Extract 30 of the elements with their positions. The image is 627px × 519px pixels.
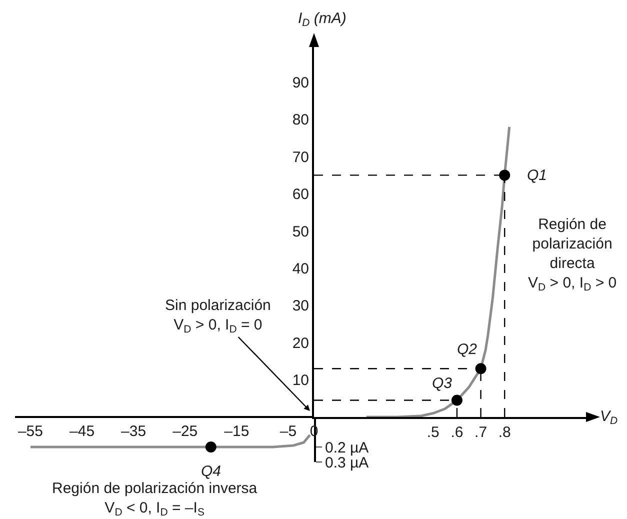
y-tick-label: 10 xyxy=(292,372,309,390)
annotation: Q3 xyxy=(432,375,453,392)
x-tick-label: .6 xyxy=(450,424,464,441)
y-tick-label: 40 xyxy=(292,260,309,278)
y-tick-label: 20 xyxy=(292,334,309,352)
text: Región de polarización inversa V$_{D}$ < 0, I$_{D}$ = –I$_{S}$ xyxy=(52,480,258,519)
y-tick-label: 0.2 µA xyxy=(325,439,369,456)
x-tick-label: –35 xyxy=(121,423,146,440)
annotation: Región de polarización directa V$_{D}$ > 0, I$_{D}$ > 0 xyxy=(528,216,617,294)
x-tick-label: –5 xyxy=(280,423,297,440)
x-tick-label: –15 xyxy=(224,423,250,440)
x-axis-title: V$_{D}$ xyxy=(600,408,618,428)
y-tick-label: 50 xyxy=(292,223,309,240)
text: Sin polarización V$_{D}$ > 0, I$_{D}$ = 0 xyxy=(165,297,271,336)
x-tick-label: –55 xyxy=(18,423,43,440)
x-tick-label: –45 xyxy=(70,423,95,440)
annotation: Q1 xyxy=(527,167,548,184)
x-tick-label: .7 xyxy=(474,424,488,441)
annotation: Q2 xyxy=(457,341,478,358)
x-tick-label: .5 xyxy=(426,424,440,441)
y-tick-label: 30 xyxy=(292,298,309,315)
y-tick-label: 0.3 µA xyxy=(325,454,369,472)
y-axis-title: I$_{D}$ (mA) xyxy=(298,10,346,30)
x-tick-label: .8 xyxy=(498,424,511,441)
x-tick-label: –25 xyxy=(172,423,198,440)
y-tick-label: 80 xyxy=(292,112,309,129)
y-tick-label: 70 xyxy=(292,148,309,166)
y-tick-label: 90 xyxy=(292,74,309,92)
annotation: Q4 xyxy=(201,463,222,480)
y-tick-label: 60 xyxy=(292,186,309,204)
